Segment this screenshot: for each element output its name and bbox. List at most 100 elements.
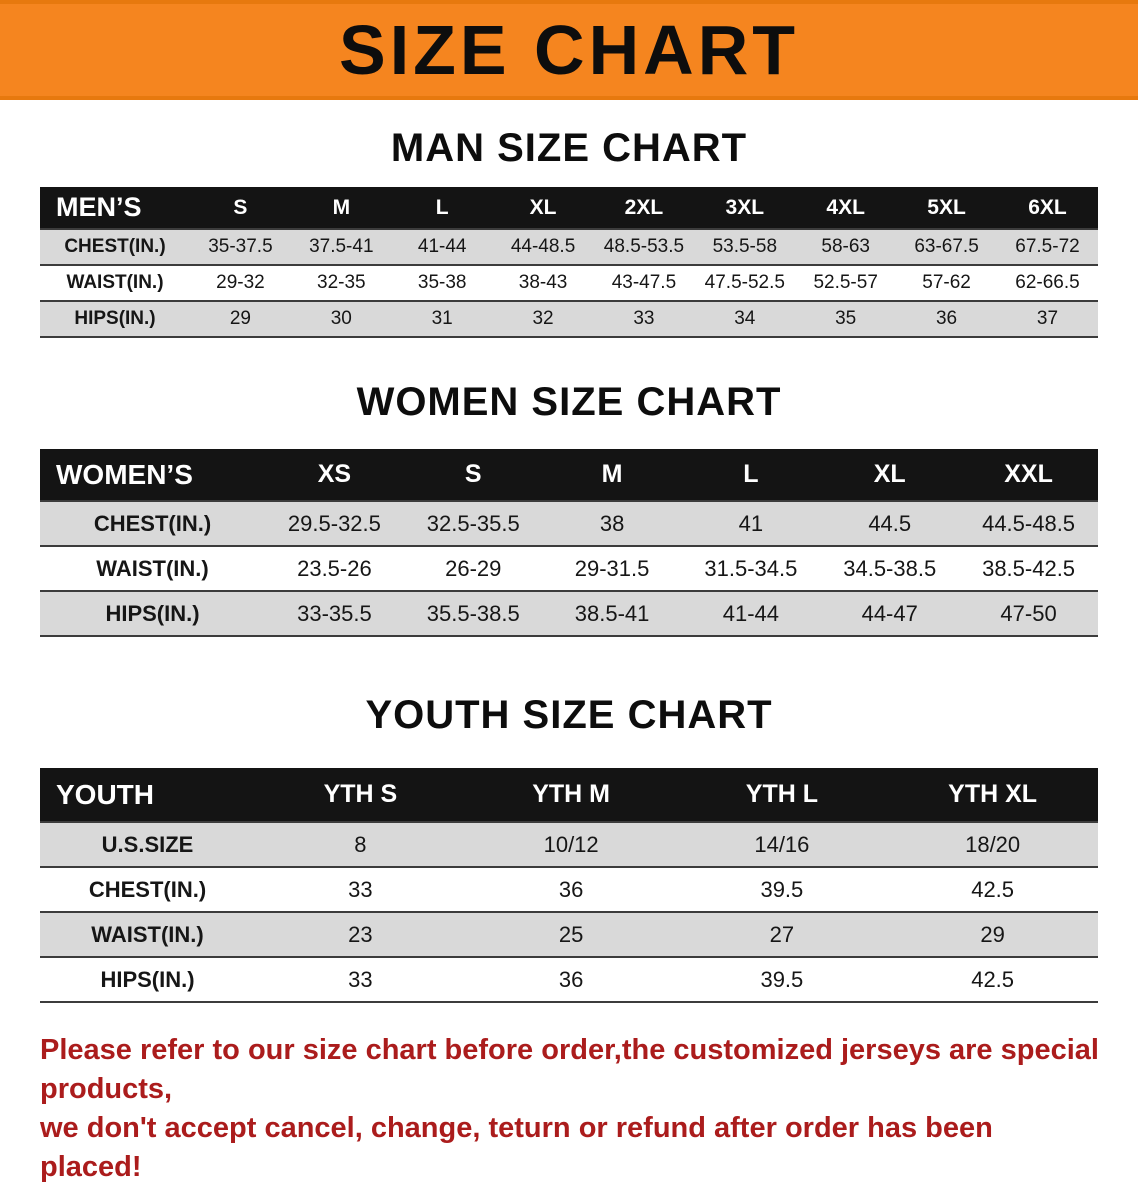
- size-header-cell: M: [542, 449, 682, 501]
- row-label-cell: WAIST(IN.): [96, 555, 209, 581]
- table-row: U.S.SIZE 8 10/12 14/16 18/20: [40, 822, 1098, 867]
- row-label-cell: WAIST(IN.): [91, 921, 204, 947]
- footer-disclaimer: Please refer to our size chart before or…: [40, 1031, 1102, 1188]
- men-size-table: MEN’S S M L XL 2XL 3XL 4XL 5XL 6XL CHEST(IN.) 35-37…: [40, 187, 1098, 338]
- table-title-cell: YOUTH: [40, 768, 255, 822]
- value-cell: 43-47.5: [611, 272, 677, 293]
- value-cell: 25: [558, 921, 584, 947]
- value-cell: 37.5-41: [309, 236, 374, 257]
- value-cell: 67.5-72: [1015, 236, 1080, 257]
- value-cell: 36: [935, 308, 958, 329]
- women-chart-heading: WOMEN SIZE CHART: [356, 380, 782, 424]
- value-cell: 8: [354, 831, 367, 857]
- value-cell: 32: [532, 308, 554, 329]
- size-chart-banner: SIZE CHART: [0, 0, 1138, 100]
- value-cell: 27: [769, 921, 795, 947]
- value-cell: 31: [431, 308, 453, 329]
- size-header-cell: XL: [820, 449, 960, 501]
- value-cell: 47.5-52.5: [704, 272, 785, 293]
- table-row: CHEST(IN.) 29.5-32.5 32.5-35.5 38 41 44.5 44.5…: [40, 501, 1098, 546]
- size-header-cell: 4XL: [795, 187, 897, 229]
- value-cell: 14/16: [754, 831, 810, 857]
- size-header-cell: 6XL: [997, 187, 1098, 229]
- value-cell: 34.5-38.5: [843, 555, 937, 581]
- size-header-cell: XS: [265, 449, 404, 501]
- value-cell: 36: [558, 966, 584, 992]
- size-header-cell: YTH L: [676, 768, 888, 822]
- value-cell: 38-43: [518, 272, 568, 293]
- value-cell: 57-62: [922, 272, 971, 293]
- size-header-cell: M: [290, 187, 392, 229]
- footer-disclaimer-line-2: we don't accept cancel, change, teturn o…: [40, 1112, 993, 1184]
- value-cell: 39.5: [760, 966, 804, 992]
- value-cell: 41-44: [417, 236, 467, 257]
- value-cell: 47-50: [1000, 600, 1057, 626]
- youth-size-table: YOUTH YTH S YTH M YTH L YTH XL U.S.SIZE 8 10/12…: [40, 768, 1098, 1003]
- value-cell: 34: [734, 308, 756, 329]
- page-title: SIZE CHART: [339, 11, 799, 89]
- value-cell: 31.5-34.5: [704, 555, 798, 581]
- table-header-row: MEN’S S M L XL 2XL 3XL 4XL 5XL 6XL: [40, 187, 1098, 229]
- value-cell: 32.5-35.5: [426, 510, 520, 536]
- value-cell: 23: [348, 921, 373, 947]
- value-cell: 41-44: [722, 600, 780, 626]
- value-cell: 41: [738, 510, 764, 536]
- size-header-cell: 3XL: [694, 187, 796, 229]
- value-cell: 58-63: [821, 236, 870, 257]
- row-label-cell: WAIST(IN.): [66, 272, 164, 293]
- row-label-cell: CHEST(IN.): [64, 236, 166, 257]
- table-row: HIPS(IN.) 29 30 31 32 33 34 35 36 37: [40, 301, 1098, 337]
- value-cell: 39.5: [760, 876, 804, 902]
- value-cell: 42.5: [971, 966, 1015, 992]
- women-size-table: WOMEN’S XS S M L XL XXL CHEST(IN.) 29.5-32.5 32.5…: [40, 449, 1098, 637]
- value-cell: 38: [599, 510, 625, 536]
- table-row: HIPS(IN.) 33-35.5 35.5-38.5 38.5-41 41-44 44-…: [40, 591, 1098, 636]
- value-cell: 26-29: [445, 555, 502, 581]
- row-label-cell: CHEST(IN.): [88, 876, 207, 902]
- table-title-cell: WOMEN’S: [40, 449, 265, 501]
- table-row: WAIST(IN.) 23 25 27 29: [40, 912, 1098, 957]
- value-cell: 29.5-32.5: [287, 510, 381, 536]
- value-cell: 33-35.5: [297, 600, 372, 626]
- row-label-cell: HIPS(IN.): [100, 966, 195, 992]
- value-cell: 38.5-41: [574, 600, 650, 626]
- value-cell: 33: [348, 966, 373, 992]
- row-label-cell: HIPS(IN.): [74, 308, 156, 329]
- size-header-cell: L: [681, 449, 821, 501]
- table-row: WAIST(IN.) 29-32 32-35 35-38 38-43 43-47.5 47.…: [40, 265, 1098, 301]
- size-header-cell: YTH M: [465, 768, 677, 822]
- value-cell: 10/12: [543, 831, 599, 857]
- value-cell: 35: [835, 308, 857, 329]
- value-cell: 29-31.5: [574, 555, 650, 581]
- row-label-cell: CHEST(IN.): [93, 510, 212, 536]
- value-cell: 48.5-53.5: [603, 236, 685, 257]
- value-cell: 18/20: [965, 831, 1021, 857]
- value-cell: 29-32: [216, 272, 265, 293]
- table-row: CHEST(IN.) 33 36 39.5 42.5: [40, 867, 1098, 912]
- table-header-row: WOMEN’S XS S M L XL XXL: [40, 449, 1098, 501]
- size-header-cell: XL: [492, 187, 594, 229]
- table-header-row: YOUTH YTH S YTH M YTH L YTH XL: [40, 768, 1098, 822]
- value-cell: 52.5-57: [813, 272, 878, 293]
- value-cell: 44.5-48.5: [982, 510, 1076, 536]
- table-title-cell: MEN’S: [40, 187, 190, 229]
- size-header-cell: S: [190, 187, 291, 229]
- value-cell: 44-48.5: [510, 236, 576, 257]
- value-cell: 29: [980, 921, 1005, 947]
- value-cell: 44.5: [868, 510, 912, 536]
- size-header-cell: L: [391, 187, 493, 229]
- youth-chart-heading: YOUTH SIZE CHART: [365, 693, 773, 737]
- row-label-cell: HIPS(IN.): [105, 600, 200, 626]
- value-cell: 33: [348, 876, 373, 902]
- size-header-cell: S: [403, 449, 543, 501]
- value-cell: 35-38: [417, 272, 467, 293]
- table-row: HIPS(IN.) 33 36 39.5 42.5: [40, 957, 1098, 1002]
- table-row: CHEST(IN.) 35-37.5 37.5-41 41-44 44-48.5 48.5…: [40, 229, 1098, 265]
- size-header-cell: YTH XL: [887, 768, 1098, 822]
- value-cell: 38.5-42.5: [982, 555, 1076, 581]
- value-cell: 23.5-26: [297, 555, 372, 581]
- size-header-cell: XXL: [959, 449, 1098, 501]
- value-cell: 29: [229, 308, 251, 329]
- row-label-cell: U.S.SIZE: [101, 831, 194, 857]
- value-cell: 30: [330, 308, 352, 329]
